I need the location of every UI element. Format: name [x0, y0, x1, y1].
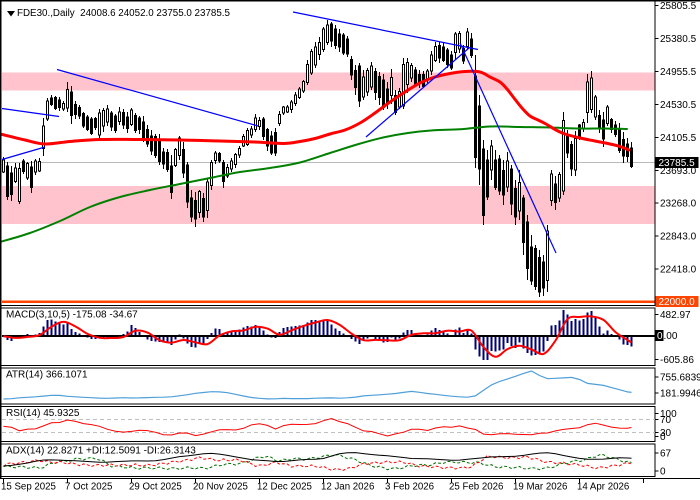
- svg-text:22843.0: 22843.0: [660, 231, 697, 242]
- svg-text:12 Jan 2026: 12 Jan 2026: [321, 482, 374, 493]
- svg-text:19 Mar 2026: 19 Mar 2026: [513, 482, 567, 493]
- svg-text:20 Nov 2025: 20 Nov 2025: [193, 482, 248, 493]
- svg-text:24955.5: 24955.5: [660, 67, 697, 78]
- svg-text:482.97: 482.97: [660, 310, 691, 321]
- svg-text:70: 70: [660, 415, 672, 426]
- svg-text:ATR(14) 366.1071: ATR(14) 366.1071: [6, 370, 88, 381]
- svg-text:MACD(3,10,5) -175.08 -34.67: MACD(3,10,5) -175.08 -34.67: [6, 310, 138, 321]
- svg-text:755.6839: 755.6839: [660, 373, 700, 384]
- svg-text:22000.0: 22000.0: [659, 297, 696, 308]
- svg-text:0: 0: [660, 467, 666, 478]
- svg-text:23785.5: 23785.5: [659, 158, 696, 169]
- svg-text:24530.5: 24530.5: [660, 100, 697, 111]
- svg-text:181.9946: 181.9946: [660, 389, 700, 400]
- svg-text:0: 0: [657, 331, 663, 342]
- svg-text:100: 100: [660, 409, 677, 420]
- svg-text:RSI(14) 45.9325: RSI(14) 45.9325: [6, 408, 80, 419]
- svg-text:25380.5: 25380.5: [660, 34, 697, 45]
- svg-text:15 Sep 2025: 15 Sep 2025: [1, 482, 56, 493]
- svg-text:23268.0: 23268.0: [660, 198, 697, 209]
- svg-text:25805.5: 25805.5: [660, 1, 697, 12]
- svg-text:67: 67: [660, 449, 672, 460]
- svg-text:22418.0: 22418.0: [660, 264, 697, 275]
- svg-text:24105.5: 24105.5: [660, 133, 697, 144]
- svg-text:-605.86: -605.86: [660, 355, 694, 366]
- svg-text:.00: .00: [664, 331, 678, 342]
- svg-text:14 Apr 2026: 14 Apr 2026: [577, 482, 629, 493]
- svg-text:3 Feb 2026: 3 Feb 2026: [385, 482, 434, 493]
- svg-text:ADX(14) 22.8271 +DI:12.5091 -D: ADX(14) 22.8271 +DI:12.5091 -DI:26.3143: [6, 446, 196, 457]
- svg-text:7 Oct 2025: 7 Oct 2025: [65, 482, 112, 493]
- svg-text:30: 30: [660, 428, 672, 439]
- svg-text:25 Feb 2026: 25 Feb 2026: [449, 482, 503, 493]
- svg-text:29 Oct 2025: 29 Oct 2025: [129, 482, 182, 493]
- svg-text:12 Dec 2025: 12 Dec 2025: [257, 482, 312, 493]
- svg-text:0: 0: [660, 432, 666, 443]
- svg-text:23693.0: 23693.0: [660, 166, 697, 177]
- svg-text:FDE30.,Daily 24008.6 24052.0: FDE30.,Daily 24008.6 24052.0 23755.0 237…: [17, 8, 231, 19]
